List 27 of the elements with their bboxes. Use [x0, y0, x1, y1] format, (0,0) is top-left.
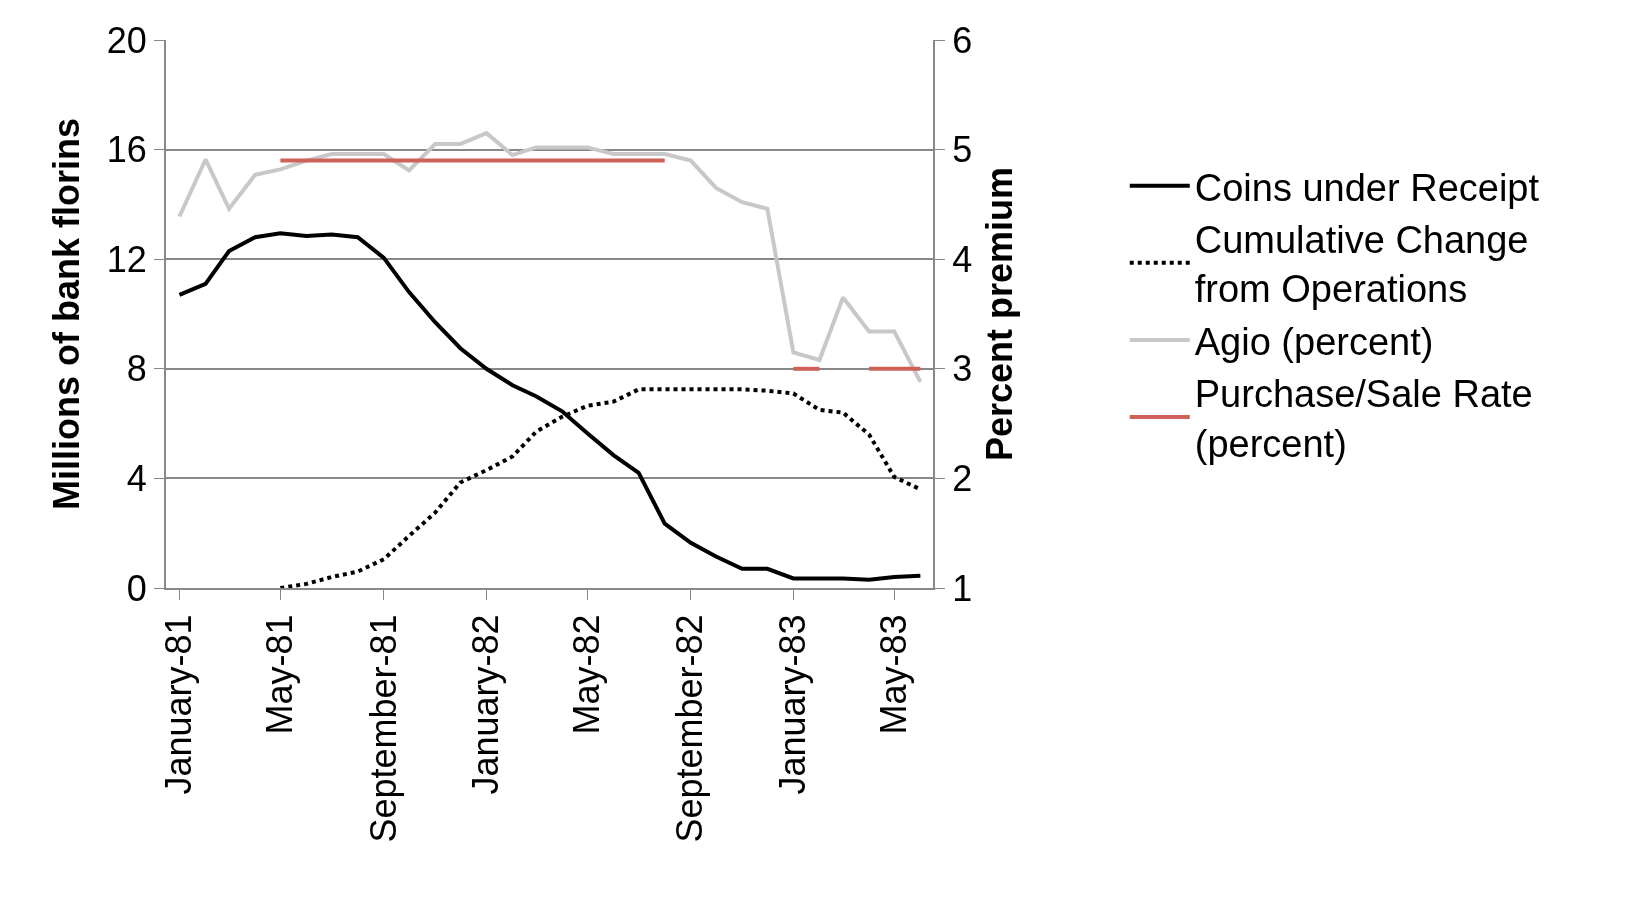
- x-tick-label: September-82: [669, 614, 711, 843]
- legend-label: Coins under Receipt: [1194, 166, 1540, 209]
- x-tick-label: May-82: [566, 614, 608, 735]
- y-tick-label: 12: [106, 238, 147, 280]
- y2-axis-title: Percent premium: [979, 166, 1021, 462]
- x-tick-label: January-82: [465, 614, 507, 795]
- x-tick-label: May-83: [873, 614, 915, 735]
- legend-label: Agio (percent): [1194, 320, 1434, 363]
- legend-label: Purchase/Sale Rate (percent): [1194, 373, 1533, 465]
- y2-tick-label: 5: [952, 129, 973, 171]
- y2-tick-label: 1: [952, 567, 973, 609]
- y-tick-label: 4: [126, 458, 147, 499]
- y-tick-label: 8: [126, 348, 147, 390]
- y2-tick-label: 3: [952, 348, 973, 390]
- y-axis-title: Millions of bank florins: [46, 117, 88, 511]
- y-tick-label: 0: [126, 567, 147, 609]
- y-tick-label: 16: [106, 129, 147, 171]
- y-tick-label: 20: [106, 19, 147, 61]
- line-series: [177, 131, 923, 384]
- y2-tick-label: 2: [952, 458, 973, 499]
- x-tick-label: September-81: [362, 614, 404, 843]
- x-tick-label: May-81: [259, 614, 301, 735]
- x-tick-label: January-83: [772, 614, 814, 795]
- y2-tick-label: 4: [952, 238, 973, 280]
- y2-tick-label: 6: [952, 19, 973, 61]
- x-tick-label: January-81: [158, 614, 200, 795]
- legend-label: Cumulative Change from Operations: [1194, 218, 1529, 311]
